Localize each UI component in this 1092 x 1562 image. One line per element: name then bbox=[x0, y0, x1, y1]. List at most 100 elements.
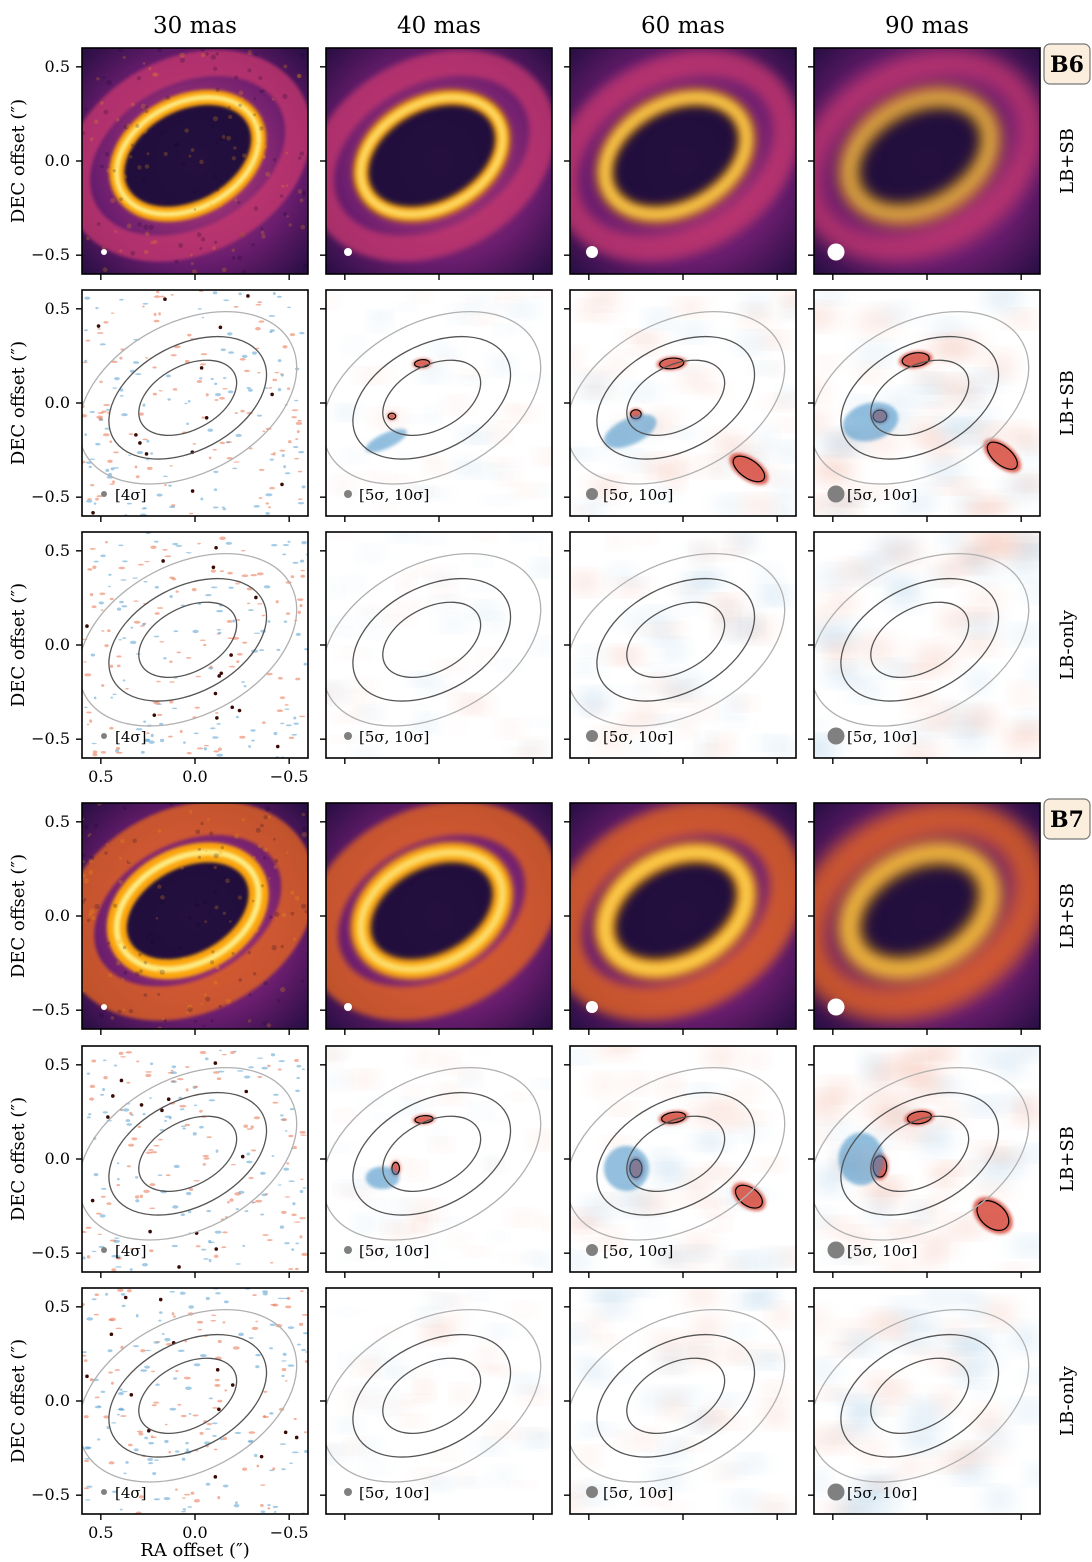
residual-speckle bbox=[208, 1258, 212, 1263]
residual-speckle bbox=[270, 1262, 274, 1264]
residual-speckle bbox=[703, 386, 725, 396]
sigma-contour bbox=[275, 744, 280, 749]
noise-speckle bbox=[132, 838, 137, 843]
residual-speckle bbox=[679, 1440, 701, 1449]
residual-speckle bbox=[93, 560, 99, 563]
sigma-contour bbox=[161, 559, 165, 563]
residual-speckle bbox=[188, 1187, 194, 1192]
residual-speckle bbox=[119, 1388, 123, 1391]
residual-speckle bbox=[275, 600, 279, 604]
residual-speckle bbox=[132, 577, 139, 579]
noise-speckle bbox=[260, 227, 264, 231]
residual-speckle bbox=[208, 1099, 216, 1102]
noise-speckle bbox=[200, 821, 204, 826]
residual-speckle bbox=[285, 724, 292, 727]
residual-speckle bbox=[257, 371, 261, 374]
residual-speckle bbox=[82, 1354, 87, 1357]
residual-speckle bbox=[172, 1205, 179, 1209]
residual-speckle bbox=[195, 1245, 201, 1248]
positive-residual bbox=[973, 1196, 1013, 1235]
residual-speckle bbox=[234, 583, 240, 585]
residual-speckle bbox=[375, 1409, 401, 1415]
residual-speckle bbox=[499, 722, 522, 735]
noise-speckle bbox=[103, 109, 109, 115]
residual-speckle bbox=[82, 361, 88, 364]
y-tick-label: 0.0 bbox=[45, 393, 70, 412]
noise-speckle bbox=[130, 143, 134, 147]
noise-speckle bbox=[197, 855, 202, 859]
residual-speckle bbox=[837, 1498, 866, 1514]
residual-speckle bbox=[478, 532, 492, 538]
noise-speckle bbox=[227, 114, 233, 120]
noise-speckle bbox=[123, 124, 129, 130]
noise-speckle bbox=[239, 232, 245, 238]
x-tick-label: 0.0 bbox=[182, 1523, 207, 1542]
noise-speckle bbox=[274, 911, 280, 917]
residual-speckle bbox=[236, 652, 243, 656]
residual-speckle bbox=[149, 1062, 154, 1066]
noise-speckle bbox=[273, 864, 278, 870]
residual-speckle bbox=[859, 366, 883, 380]
noise-speckle bbox=[138, 969, 144, 974]
residual-speckle bbox=[126, 1123, 133, 1126]
residual-speckle bbox=[235, 715, 239, 719]
residual-speckle bbox=[699, 738, 713, 755]
residual-speckle bbox=[288, 1180, 295, 1182]
residual-speckle bbox=[722, 1466, 743, 1476]
residual-speckle bbox=[817, 1429, 857, 1448]
residual-speckle bbox=[291, 1451, 299, 1454]
residual-speckle bbox=[150, 545, 157, 550]
residual-speckle bbox=[83, 1459, 90, 1463]
inner-ring-ellipse bbox=[138, 1357, 238, 1435]
residual-speckle bbox=[214, 1378, 220, 1382]
residual-speckle bbox=[493, 359, 512, 372]
residual-speckle bbox=[534, 1254, 550, 1263]
residual-speckle bbox=[352, 680, 373, 690]
residual-speckle bbox=[369, 1249, 385, 1255]
residual-speckle bbox=[284, 1242, 290, 1245]
residual-speckle bbox=[141, 623, 146, 626]
residual-speckle bbox=[248, 609, 254, 612]
residual-speckle bbox=[297, 470, 303, 473]
inner-ring-ellipse bbox=[626, 1357, 726, 1435]
residual-speckle bbox=[248, 745, 252, 748]
residual-speckle bbox=[116, 655, 122, 658]
residual-speckle bbox=[974, 1184, 1011, 1200]
residual-speckle bbox=[170, 1069, 174, 1072]
residual-speckle bbox=[645, 678, 668, 690]
residual-speckle bbox=[187, 399, 191, 403]
noise-speckle bbox=[226, 135, 232, 141]
residual-speckle bbox=[386, 1217, 402, 1230]
noise-speckle bbox=[181, 161, 186, 166]
residual-speckle bbox=[1023, 725, 1040, 737]
inner-ring-ellipse bbox=[626, 359, 726, 437]
residual-speckle bbox=[135, 728, 143, 731]
noise-speckle bbox=[248, 993, 252, 997]
noise-speckle bbox=[226, 998, 232, 1005]
residual-speckle bbox=[281, 1374, 285, 1377]
residual-speckle bbox=[148, 1462, 154, 1465]
residual-speckle bbox=[106, 1425, 110, 1430]
residual-speckle bbox=[261, 1290, 269, 1293]
residual-speckle bbox=[122, 560, 128, 563]
residual-speckle bbox=[144, 561, 150, 563]
noise-speckle bbox=[88, 858, 94, 864]
residual-speckle bbox=[975, 1158, 1012, 1181]
residual-speckle bbox=[170, 1071, 177, 1075]
residual-speckle bbox=[256, 603, 263, 605]
residual-speckle bbox=[279, 1443, 287, 1445]
residual-speckle bbox=[299, 1290, 304, 1292]
residual-speckle bbox=[984, 290, 1022, 309]
noise-speckle bbox=[142, 128, 148, 134]
residual-speckle bbox=[1021, 442, 1040, 461]
residual-speckle bbox=[201, 316, 205, 319]
residual-speckle bbox=[128, 1143, 135, 1147]
residual-speckle bbox=[702, 1165, 729, 1176]
residual-speckle bbox=[713, 737, 732, 752]
contour-level-label: [5σ, 10σ] bbox=[603, 728, 673, 746]
contour-level-label: [5σ, 10σ] bbox=[603, 486, 673, 504]
beam bbox=[586, 246, 598, 258]
residual-speckle bbox=[197, 1328, 203, 1331]
